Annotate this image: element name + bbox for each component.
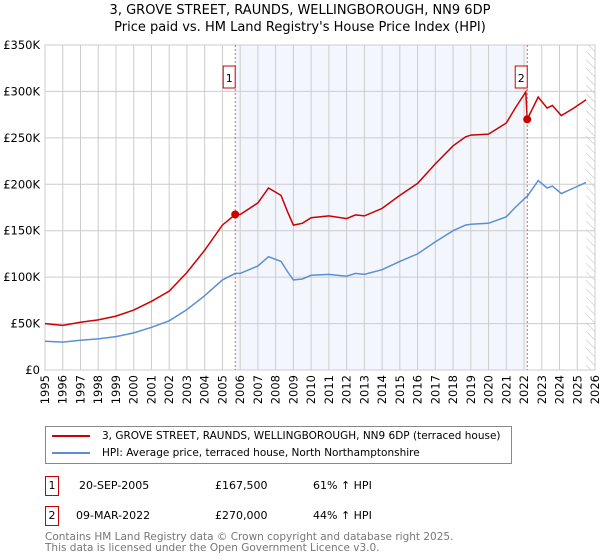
property-price-line	[44, 89, 587, 327]
chart-title: 3, GROVE STREET, RAUNDS, WELLINGBOROUGH,…	[109, 3, 491, 18]
legend-swatch	[52, 452, 90, 454]
x-tick-label: 2023	[535, 375, 549, 404]
sale-marker-box	[222, 65, 236, 89]
plot-area: 1995 1996 1997 1998 1999 2000 2001 2002 2003 2004…	[3, 38, 600, 404]
x-tick-label: 2022	[517, 375, 531, 404]
sale-hpi: 61% ↑ HPI	[313, 479, 372, 492]
x-tick-label: 2009	[286, 375, 300, 404]
sale-price: £270,000	[215, 509, 268, 522]
y-tick-label: £300K	[3, 84, 40, 98]
y-tick-label: £150K	[3, 224, 40, 238]
plot-border	[44, 44, 596, 371]
sale-marker-label: 2	[45, 506, 59, 526]
x-tick-label: 2000	[127, 375, 141, 404]
footer-licence: This data is licensed under the Open Gov…	[45, 542, 380, 554]
sale-marker-box	[514, 65, 528, 89]
sale-point	[231, 210, 240, 219]
x-tick-label: 2021	[499, 375, 513, 404]
x-tick-label: 2008	[269, 375, 283, 404]
x-tick-label: 1995	[38, 375, 52, 404]
x-tick-label: 2012	[340, 375, 354, 404]
legend: 3, GROVE STREET, RAUNDS, WELLINGBOROUGH,…	[45, 426, 512, 464]
chart-subtitle: Price paid vs. HM Land Registry's House …	[114, 20, 486, 35]
x-tick-label: 1996	[56, 375, 70, 404]
x-tick-label: 2005	[215, 375, 229, 404]
y-tick-label: £100K	[3, 270, 40, 284]
x-tick-label: 2007	[251, 375, 265, 404]
sale-point	[523, 115, 532, 124]
legend-item-hpi: HPI: Average price, terraced house, Nort…	[52, 447, 420, 459]
ownership-shading	[235, 45, 528, 370]
y-tick-label: £0	[25, 363, 40, 377]
forecast-hatch	[586, 45, 595, 370]
legend-label: 3, GROVE STREET, RAUNDS, WELLINGBOROUGH,…	[102, 430, 501, 442]
y-tick-label: £350K	[3, 38, 40, 52]
x-tick-label: 2015	[393, 375, 407, 404]
x-tick-label: 2010	[304, 375, 318, 404]
y-tick-label: £50K	[11, 317, 41, 331]
x-tick-label: 2020	[482, 375, 496, 404]
x-tick-label: 2026	[588, 375, 600, 404]
legend-swatch	[52, 435, 90, 437]
sale-date: 20-SEP-2005	[79, 479, 150, 492]
sale-date: 09-MAR-2022	[76, 509, 151, 522]
y-tick-label: £200K	[3, 177, 40, 191]
x-tick-label: 2025	[570, 375, 584, 404]
sale-price: £167,500	[215, 479, 268, 492]
x-tick-label: 2014	[375, 375, 389, 404]
footer-copyright: Contains HM Land Registry data © Crown c…	[45, 531, 454, 543]
x-tick-label: 2013	[357, 375, 371, 404]
x-tick-label: 2006	[233, 375, 247, 404]
x-tick-label: 2001	[144, 375, 158, 404]
x-tick-label: 2017	[428, 375, 442, 404]
x-tick-label: 2024	[553, 375, 567, 404]
x-tick-label: 2018	[446, 375, 460, 404]
x-tick-label: 1999	[109, 375, 123, 404]
sale-marker-label: 1	[45, 476, 59, 496]
x-tick-label: 2004	[198, 375, 212, 404]
legend-item-property: 3, GROVE STREET, RAUNDS, WELLINGBOROUGH,…	[52, 430, 501, 442]
sale-row-1: 1 20-SEP-2005 £167,500 61% ↑ HPI	[45, 476, 445, 496]
legend-label: HPI: Average price, terraced house, Nort…	[102, 447, 420, 459]
sale-hpi: 44% ↑ HPI	[313, 509, 372, 522]
x-tick-label: 2002	[162, 375, 176, 404]
x-tick-label: 1997	[73, 375, 87, 404]
sale-marker-number: 2	[518, 72, 525, 85]
hpi-line	[44, 179, 587, 343]
sale-marker-number: 1	[226, 72, 233, 85]
sale-row-2: 2 09-MAR-2022 £270,000 44% ↑ HPI	[45, 506, 445, 526]
x-tick-label: 2003	[180, 375, 194, 404]
x-tick-label: 2011	[322, 375, 336, 404]
x-tick-label: 2019	[464, 375, 478, 404]
y-tick-label: £250K	[3, 131, 40, 145]
x-tick-label: 2016	[411, 375, 425, 404]
x-tick-label: 1998	[91, 375, 105, 404]
